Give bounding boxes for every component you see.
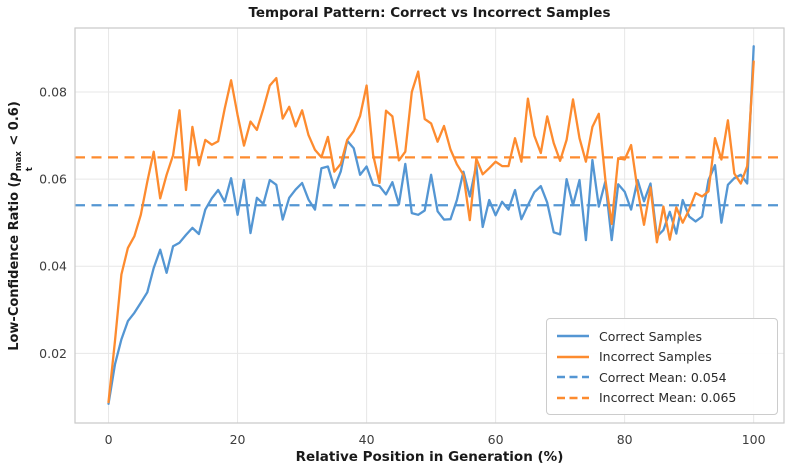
legend-swatch-solid <box>557 355 589 358</box>
y-axis-label: Low-Confidence Ratio (p max t < 0.6) <box>7 6 35 446</box>
y-tick-label: 0.08 <box>39 85 67 100</box>
legend-item-correct-samples: Correct Samples <box>556 326 767 346</box>
x-tick-label: 100 <box>742 432 766 447</box>
series-layer <box>75 45 784 405</box>
y-tick-label: 0.04 <box>39 259 67 274</box>
y-axis-label-suffix: < 0.6) <box>7 101 22 151</box>
plot-border <box>74 27 785 424</box>
legend-swatch-solid <box>557 334 589 338</box>
x-axis-label: Relative Position in Generation (%) <box>295 449 564 465</box>
y-axis-label-var: p <box>7 172 22 182</box>
y-tick-label: 0.06 <box>39 172 67 187</box>
legend-label: Incorrect Samples <box>599 349 712 365</box>
legend: Correct Samples Incorrect Samples Correct … <box>546 318 778 415</box>
y-axis-label-prefix: Low-Confidence Ratio ( <box>7 181 22 351</box>
legend-label: Incorrect Mean: 0.065 <box>599 390 737 406</box>
legend-item-incorrect-samples: Incorrect Samples <box>556 347 767 367</box>
legend-item-incorrect-mean-0-065: Incorrect Mean: 0.065 <box>556 388 767 408</box>
legend-item-correct-mean-0-054: Correct Mean: 0.054 <box>556 367 767 387</box>
x-tick-label: 0 <box>105 432 113 447</box>
y-axis-label-sup: max <box>14 151 24 172</box>
x-tick-label: 40 <box>359 432 375 447</box>
tick-layer: 0 20 40 60 80 100 0.02 0.04 0.06 0.08 <box>39 85 765 447</box>
x-tick-label: 80 <box>617 432 633 447</box>
x-tick-label: 20 <box>230 432 246 447</box>
y-tick-label: 0.02 <box>39 346 67 361</box>
correct-samples-line <box>107 45 755 405</box>
y-axis-label-sub: t <box>24 167 35 172</box>
chart-title: Temporal Pattern: Correct vs Incorrect S… <box>248 5 611 21</box>
legend-swatch-dashed <box>557 376 589 379</box>
y-axis-label-scripts: max t <box>14 151 35 172</box>
incorrect-samples-line <box>107 60 755 404</box>
legend-label: Correct Mean: 0.054 <box>599 369 727 385</box>
x-tick-label: 60 <box>488 432 504 447</box>
legend-swatch-dashed <box>557 396 589 400</box>
legend-label: Correct Samples <box>599 328 702 344</box>
